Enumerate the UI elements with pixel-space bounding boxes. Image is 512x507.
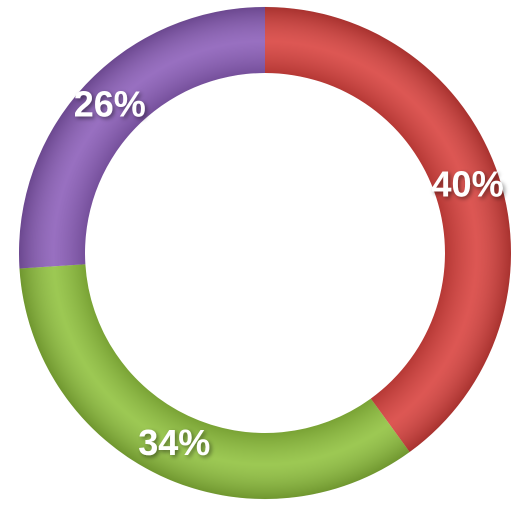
page: {"chart_data": {"type": "pie", "donut": … [0,0,512,507]
slice [19,264,409,499]
slice [265,7,511,452]
chart: 40% 34% 26% [0,0,512,507]
slice [19,7,265,268]
slices [19,7,511,499]
value-label: 26% [74,84,146,125]
value-label: 40% [432,164,504,205]
value-label: 34% [138,422,210,463]
